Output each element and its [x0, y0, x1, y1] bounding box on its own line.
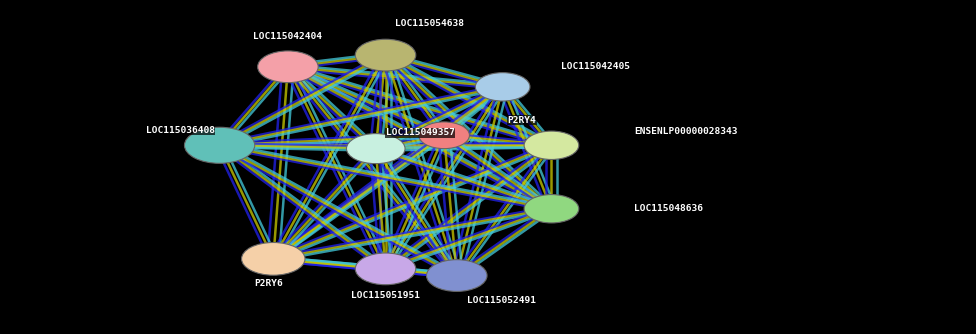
Text: P2RY4: P2RY4 [508, 116, 536, 125]
Text: LOC115052491: LOC115052491 [467, 296, 536, 305]
Text: LOC115042404: LOC115042404 [254, 32, 322, 41]
Ellipse shape [355, 253, 416, 285]
Text: LOC115054638: LOC115054638 [395, 19, 465, 28]
Ellipse shape [242, 242, 305, 275]
Text: LOC115049357: LOC115049357 [386, 128, 455, 137]
Ellipse shape [524, 131, 579, 160]
Text: LOC115051951: LOC115051951 [351, 291, 420, 300]
Ellipse shape [184, 127, 255, 163]
Text: P2RY6: P2RY6 [254, 280, 283, 288]
Ellipse shape [427, 260, 487, 291]
Ellipse shape [346, 134, 405, 164]
Text: LOC115036408: LOC115036408 [145, 126, 215, 135]
Text: LOC115048636: LOC115048636 [634, 204, 704, 213]
Text: ENSENLP00000028343: ENSENLP00000028343 [634, 128, 738, 136]
Ellipse shape [524, 194, 579, 223]
Ellipse shape [475, 73, 530, 101]
Ellipse shape [419, 122, 469, 149]
Ellipse shape [258, 51, 318, 83]
Ellipse shape [355, 39, 416, 71]
Text: LOC115042405: LOC115042405 [561, 62, 630, 71]
